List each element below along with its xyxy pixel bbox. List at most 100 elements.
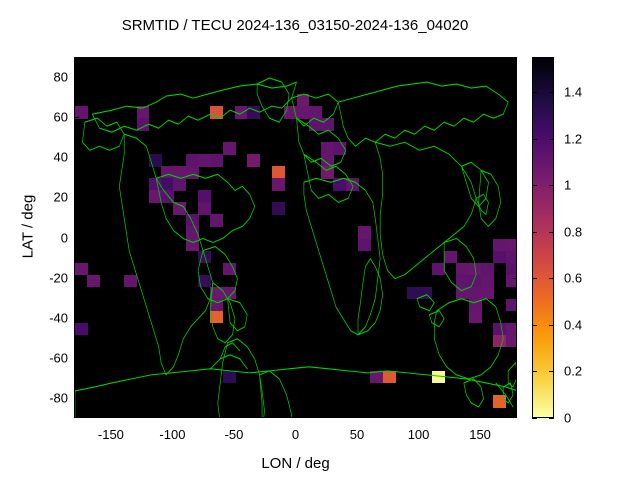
heatmap-cell (173, 202, 187, 216)
heatmap-cell (124, 274, 138, 288)
x-tick-mark (172, 57, 174, 62)
heatmap-cell (173, 178, 187, 191)
heatmap-cell (493, 250, 507, 264)
colorbar-tick-mark (549, 418, 554, 419)
x-tick-label: 100 (407, 427, 430, 442)
heatmap-cell (75, 322, 88, 336)
y-tick-mark (74, 77, 79, 79)
heatmap-cell (222, 370, 236, 384)
heatmap-cell (222, 286, 236, 300)
heatmap-cell (468, 286, 482, 300)
colorbar-tick-mark (532, 324, 537, 326)
heatmap-cell (468, 298, 482, 312)
heatmap-cell (308, 106, 322, 119)
heatmap-cell (333, 178, 347, 191)
heatmap-cell (198, 274, 211, 288)
colorbar-tick-mark (549, 278, 554, 280)
heatmap-cell (148, 154, 162, 167)
y-tick-mark (74, 237, 79, 239)
y-tick-mark (512, 117, 517, 119)
heatmap-cell (234, 106, 248, 119)
x-tick-mark (480, 413, 482, 418)
heatmap-cell (136, 118, 150, 131)
heatmap-cell (321, 166, 335, 179)
heatmap-cell (456, 262, 470, 276)
x-tick-label: -150 (97, 427, 124, 442)
heatmap-cell (173, 166, 187, 179)
heatmap-cell (505, 250, 516, 264)
heatmap-cell (468, 262, 482, 276)
y-tick-label: 80 (53, 69, 68, 85)
x-tick-mark (295, 57, 297, 62)
heatmap-cell (505, 334, 516, 348)
heatmap-cell (382, 370, 396, 384)
heatmap-cell (222, 142, 236, 155)
heatmap-cell (136, 106, 150, 119)
heatmap-cell (185, 214, 199, 228)
x-axis-label: LON / deg (261, 455, 330, 472)
colorbar-tick-mark (532, 418, 537, 419)
heatmap-cell (198, 202, 211, 216)
y-tick-mark (74, 157, 79, 159)
colorbar-tick-label: 0 (564, 410, 572, 426)
heatmap-cell (210, 106, 224, 119)
y-tick-mark (512, 157, 517, 159)
heatmap-cell (493, 322, 507, 336)
y-tick-label: 20 (53, 189, 68, 205)
colorbar-tick-mark (549, 91, 554, 93)
heatmap-cell (505, 274, 516, 288)
heatmap-cell (148, 178, 162, 191)
x-tick-mark (110, 57, 112, 62)
colorbar-tick-label: 0.8 (564, 224, 583, 240)
heatmap-cell (308, 118, 322, 131)
heatmap-cell (321, 142, 335, 155)
colorbar-tick-label: 0.2 (564, 363, 583, 379)
heatmap-cell (431, 262, 445, 276)
heatmap-cell (358, 226, 371, 240)
y-tick-mark (74, 317, 79, 319)
heatmap-cell (431, 370, 445, 384)
heatmap-cells-layer (75, 58, 516, 417)
heatmap-cell (271, 166, 285, 179)
heatmap-cell (419, 286, 433, 300)
heatmap-cell (296, 94, 310, 107)
y-tick-label: -20 (49, 270, 68, 286)
y-tick-label: 0 (60, 230, 68, 245)
x-tick-mark (480, 57, 482, 62)
y-tick-mark (512, 397, 517, 399)
heatmap-cell (345, 178, 359, 191)
heatmap-cell (481, 262, 494, 276)
y-tick-label: 60 (53, 109, 68, 125)
x-tick-label: -50 (224, 427, 244, 442)
y-axis-label: LAT / deg (19, 194, 37, 259)
colorbar-tick-mark (549, 371, 554, 373)
heatmap-cell (493, 238, 507, 252)
x-tick-mark (110, 413, 112, 418)
heatmap-cell (75, 106, 88, 119)
heatmap-cell (148, 190, 162, 203)
y-tick-label: -40 (49, 310, 68, 326)
heatmap-cell (210, 310, 224, 324)
heatmap-cell (185, 226, 199, 240)
heatmap-cell (468, 310, 482, 324)
colorbar[interactable] (532, 57, 554, 418)
x-tick-mark (172, 413, 174, 418)
colorbar-tick-mark (532, 371, 537, 373)
heatmap-cell (481, 274, 494, 288)
y-tick-mark (512, 357, 517, 359)
heatmap-cell (370, 370, 384, 384)
heatmap-cell (505, 262, 516, 276)
heatmap-cell (247, 154, 261, 167)
map-plot-area[interactable] (74, 57, 517, 418)
heatmap-cell (210, 154, 224, 167)
heatmap-cell (456, 274, 470, 288)
heatmap-cell (222, 262, 236, 276)
heatmap-cell (198, 250, 211, 264)
y-tick-mark (512, 237, 517, 239)
x-tick-label: 0 (291, 427, 300, 442)
x-tick-label: -100 (159, 427, 186, 442)
heatmap-cell (247, 106, 261, 119)
colorbar-tick-label: 1.4 (564, 84, 583, 100)
x-tick-mark (418, 413, 420, 418)
